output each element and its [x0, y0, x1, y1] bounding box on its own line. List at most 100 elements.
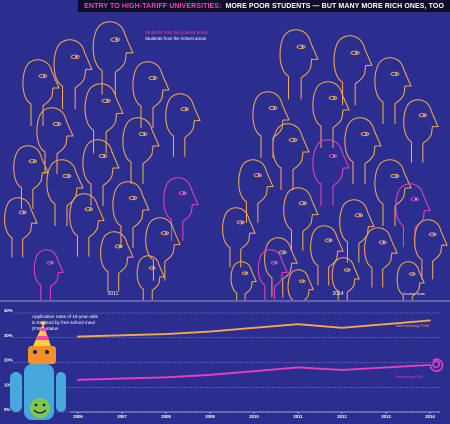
series-0-point	[77, 335, 79, 338]
series-1-point	[297, 366, 299, 369]
head-icon-14	[69, 193, 105, 257]
head-icon-15	[145, 217, 181, 281]
series-0-point	[121, 334, 123, 336]
head-icon-22	[252, 91, 290, 158]
head-icon-13	[4, 197, 38, 258]
source-note: Source: Ucas	[403, 292, 425, 296]
head-icon-20	[333, 35, 373, 106]
head-icon-21	[374, 57, 412, 124]
y-tick-label: 20%	[4, 358, 13, 363]
series-0-point	[209, 330, 211, 333]
head-icon-36	[364, 227, 398, 288]
head-icon-17	[100, 231, 134, 292]
head-icon-34	[264, 237, 298, 298]
head-icon-29	[374, 159, 412, 226]
series-0-point	[385, 323, 387, 325]
head-icon-18	[136, 255, 165, 300]
chart-heading-line-2: in England by free school meal	[32, 320, 95, 325]
head-icon-31	[283, 187, 319, 251]
series-0-point	[341, 327, 343, 329]
series-1-point	[385, 366, 387, 369]
legend-poorest: Students from the poorest areas	[145, 30, 209, 35]
series-1-point	[209, 374, 211, 376]
y-axis: 0% 10% 20% 30% 40%	[4, 308, 13, 412]
head-icon-8	[82, 139, 120, 206]
head-icon-3	[132, 61, 170, 128]
head-icon-41	[230, 261, 257, 300]
spiral-icon	[429, 358, 444, 372]
head-icon-6	[36, 107, 74, 174]
y-tick-label: 0%	[4, 407, 10, 412]
heads-layer	[4, 21, 448, 300]
head-icon-0	[92, 21, 134, 95]
head-icon-26	[272, 123, 310, 190]
head-icon-16	[33, 249, 64, 300]
mascot-illustration	[10, 321, 66, 420]
head-icon-19	[279, 29, 319, 100]
series-1-point	[165, 376, 167, 378]
heads-illustration: Students from the poorest areas Students…	[4, 21, 448, 300]
head-icon-35	[310, 225, 344, 286]
series-1-point	[121, 377, 123, 380]
head-icon-24	[403, 99, 439, 163]
y-tick-label: 30%	[4, 333, 13, 338]
series-label-fsm: Receiving FSM	[396, 374, 423, 379]
x-tick-label: 2006	[73, 414, 83, 419]
head-icon-39	[331, 257, 360, 300]
legend: Students from the poorest areas Students…	[145, 30, 209, 41]
title-accent: ENTRY TO HIGH-TARIFF UNIVERSITIES:	[84, 2, 222, 10]
series-label-non-fsm: Not receiving FSM	[396, 323, 429, 328]
series-0-point	[165, 333, 167, 335]
chart-heading-line-1: Application rates of 18-year-olds	[32, 314, 99, 319]
series-1-point	[77, 379, 79, 381]
head-icon-5	[165, 93, 201, 157]
series-line-1	[77, 364, 431, 381]
y-tick-label: 40%	[4, 308, 13, 313]
head-icon-28	[238, 159, 274, 223]
y-tick-label: 10%	[4, 382, 13, 387]
panel-label-left: 2011	[108, 291, 119, 297]
x-tick-label: 2014	[425, 414, 435, 419]
head-icon-42	[287, 269, 314, 300]
series-0-point	[253, 327, 255, 329]
x-tick-label: 2009	[205, 414, 215, 419]
head-icon-11	[46, 159, 84, 226]
head-icon-9	[13, 145, 49, 209]
robot-icon	[10, 346, 66, 420]
x-tick-label: 2008	[161, 414, 171, 419]
series-layer	[77, 319, 431, 381]
head-icon-23	[312, 81, 350, 148]
head-icon-32	[339, 199, 375, 263]
head-icon-12	[112, 181, 150, 248]
title-main: MORE POOR STUDENTS — BUT MANY MORE RICH …	[225, 2, 444, 10]
head-icon-27	[312, 139, 350, 206]
series-line-0	[77, 319, 431, 338]
series-0-point	[429, 319, 431, 322]
x-tick-label: 2007	[117, 414, 127, 419]
head-icon-38	[257, 249, 288, 300]
head-icon-1	[53, 39, 93, 110]
panel-label-right: 2014	[332, 291, 343, 297]
head-icon-37	[414, 219, 448, 280]
head-icon-40	[396, 261, 425, 300]
gridlines	[13, 312, 440, 413]
title-bar: ENTRY TO HIGH-TARIFF UNIVERSITIES: MORE …	[78, 0, 450, 12]
head-icon-2	[22, 59, 60, 126]
x-tick-label: 2013	[381, 414, 391, 419]
legend-richest: Students from the richest areas	[145, 36, 207, 41]
head-icon-7	[122, 117, 160, 184]
head-icon-10	[163, 177, 199, 241]
series-0-point	[297, 323, 299, 325]
x-tick-label: 2012	[337, 414, 347, 419]
x-axis: 2006 2007 2008 2009 2010 2011 2012 2013 2014	[73, 412, 435, 419]
head-icon-30	[395, 183, 431, 247]
smiley-icon	[30, 398, 50, 418]
party-hat-icon	[33, 321, 51, 346]
head-icon-4	[84, 83, 124, 154]
series-1-point	[253, 370, 255, 372]
x-tick-label: 2011	[293, 414, 303, 419]
head-icon-33	[222, 207, 256, 268]
series-1-point	[341, 369, 343, 371]
x-tick-label: 2010	[249, 414, 259, 419]
